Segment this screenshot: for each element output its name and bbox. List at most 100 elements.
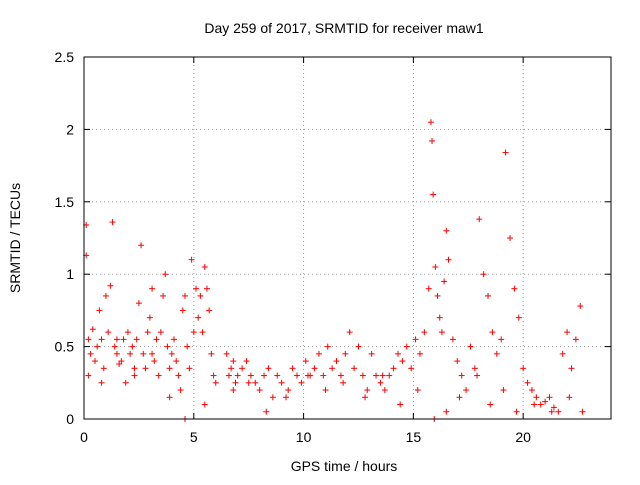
data-point: [192, 285, 199, 292]
x-axis-label: GPS time / hours: [291, 458, 398, 474]
data-point: [340, 379, 347, 386]
data-point: [243, 358, 250, 365]
data-point: [456, 394, 463, 401]
data-point: [489, 329, 496, 336]
data-point: [182, 292, 189, 299]
data-point: [474, 372, 481, 379]
data-point: [228, 365, 235, 372]
data-point: [140, 350, 147, 357]
data-point: [320, 372, 327, 379]
plot-frame: [83, 56, 612, 420]
x-tick-label: 0: [80, 429, 88, 445]
data-point: [151, 358, 158, 365]
data-point: [91, 358, 98, 365]
data-point: [302, 358, 309, 365]
y-tick-label: 0.5: [55, 339, 75, 355]
data-point: [168, 350, 175, 357]
data-point: [289, 365, 296, 372]
data-point: [564, 329, 571, 336]
data-point: [203, 285, 210, 292]
data-point: [342, 350, 349, 357]
data-point: [210, 372, 217, 379]
data-point: [436, 314, 443, 321]
data-point: [263, 408, 270, 415]
data-point: [579, 408, 586, 415]
data-point: [333, 358, 340, 365]
data-point: [467, 343, 474, 350]
data-point: [524, 379, 531, 386]
data-point: [166, 394, 173, 401]
data-point: [94, 343, 101, 350]
data-point: [346, 329, 353, 336]
data-point: [98, 336, 105, 343]
data-point: [498, 336, 505, 343]
data-point: [195, 314, 202, 321]
data-point: [230, 387, 237, 394]
y-tick-label: 2.5: [55, 49, 75, 65]
data-point: [133, 336, 140, 343]
data-point: [144, 329, 151, 336]
data-point: [364, 387, 371, 394]
data-point: [135, 300, 142, 307]
data-point: [171, 336, 178, 343]
data-point: [199, 329, 206, 336]
data-point: [293, 372, 300, 379]
data-point: [432, 263, 439, 270]
data-point: [208, 350, 215, 357]
data-point: [555, 408, 562, 415]
y-tick-label: 1.5: [55, 194, 75, 210]
data-point: [186, 365, 193, 372]
data-point: [96, 307, 103, 314]
data-point: [157, 329, 164, 336]
data-point: [197, 292, 204, 299]
data-point: [500, 387, 507, 394]
data-point: [212, 379, 219, 386]
data-point: [368, 350, 375, 357]
data-point: [502, 149, 509, 156]
data-point: [256, 387, 263, 394]
data-point: [142, 365, 149, 372]
data-point: [315, 350, 322, 357]
data-point: [381, 387, 388, 394]
data-point: [476, 216, 483, 223]
data-point: [179, 307, 186, 314]
data-point: [206, 307, 213, 314]
data-point: [493, 350, 500, 357]
grid-lines: [84, 57, 611, 419]
data-point: [201, 401, 208, 408]
data-point: [129, 343, 136, 350]
data-point: [443, 408, 450, 415]
data-point: [441, 278, 448, 285]
data-point: [572, 336, 579, 343]
data-point: [283, 394, 290, 401]
data-point: [188, 256, 195, 263]
data-point: [87, 350, 94, 357]
data-point: [252, 379, 259, 386]
axis-ticks: 0 5 10 15 20 0 0.5 1 1.5 2 2.5: [55, 49, 611, 445]
data-point: [454, 358, 461, 365]
data-point: [166, 365, 173, 372]
data-point: [274, 372, 281, 379]
x-tick-label: 20: [515, 429, 531, 445]
data-point: [480, 271, 487, 278]
y-tick-label: 2: [66, 121, 74, 137]
data-point: [102, 292, 109, 299]
x-tick-label: 5: [190, 429, 198, 445]
data-point: [160, 292, 167, 299]
data-point: [261, 372, 268, 379]
data-point: [190, 329, 197, 336]
data-point: [124, 329, 131, 336]
y-tick-label: 1: [66, 266, 74, 282]
data-point: [421, 329, 428, 336]
data-point: [324, 343, 331, 350]
y-tick-label: 0: [66, 411, 74, 427]
data-point: [85, 372, 92, 379]
data-point: [355, 343, 362, 350]
data-point: [131, 365, 138, 372]
data-point: [362, 394, 369, 401]
data-point: [337, 372, 344, 379]
data-point: [528, 387, 535, 394]
data-point: [443, 227, 450, 234]
data-point: [515, 314, 522, 321]
data-point: [520, 365, 527, 372]
